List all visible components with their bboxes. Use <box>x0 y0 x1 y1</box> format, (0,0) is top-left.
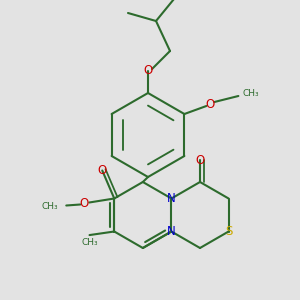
Text: CH₃: CH₃ <box>42 202 58 211</box>
Text: S: S <box>225 225 232 238</box>
Text: CH₃: CH₃ <box>81 238 98 247</box>
Text: O: O <box>80 197 89 210</box>
Text: O: O <box>206 98 215 110</box>
Text: O: O <box>195 154 205 166</box>
Text: O: O <box>98 164 107 177</box>
Text: N: N <box>167 192 176 205</box>
Text: CH₃: CH₃ <box>242 89 259 98</box>
Text: O: O <box>143 64 153 77</box>
Text: N: N <box>167 225 176 238</box>
